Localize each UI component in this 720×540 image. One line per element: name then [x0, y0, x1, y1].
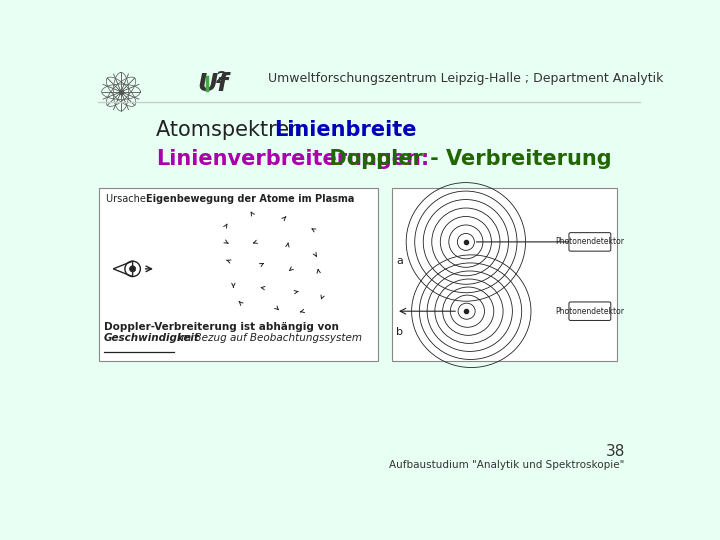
- Text: Umweltforschungszentrum Leipzig-Halle ; Department Analytik: Umweltforschungszentrum Leipzig-Halle ; …: [269, 72, 664, 85]
- Text: Linienverbreiterungen:: Linienverbreiterungen:: [156, 148, 429, 168]
- Text: Atomspektren :: Atomspektren :: [156, 120, 323, 140]
- Text: im Bezug auf Beobachtungssystem: im Bezug auf Beobachtungssystem: [175, 333, 362, 343]
- Text: 2: 2: [216, 71, 227, 86]
- Text: Doppler-Verbreiterung ist abhängig von: Doppler-Verbreiterung ist abhängig von: [104, 322, 339, 332]
- Circle shape: [130, 266, 136, 272]
- FancyBboxPatch shape: [569, 302, 611, 320]
- Text: Photonendetektor: Photonendetektor: [555, 307, 624, 316]
- Text: 38: 38: [606, 444, 625, 459]
- Bar: [392, 188, 617, 361]
- Text: b: b: [396, 327, 403, 336]
- Text: Doppler - Verbreiterung: Doppler - Verbreiterung: [315, 148, 611, 168]
- Text: Photonendetektor: Photonendetektor: [555, 238, 624, 246]
- Text: Ursache:: Ursache:: [106, 194, 155, 204]
- Text: Uf: Uf: [197, 72, 228, 96]
- Text: Eigenbewegung der Atome im Plasma: Eigenbewegung der Atome im Plasma: [145, 194, 354, 204]
- Text: Linienbreite: Linienbreite: [274, 120, 416, 140]
- FancyBboxPatch shape: [569, 233, 611, 251]
- Bar: [99, 188, 378, 361]
- Text: Aufbaustudium "Analytik und Spektroskopie": Aufbaustudium "Analytik und Spektroskopi…: [390, 460, 625, 470]
- Text: Geschwindigkeit: Geschwindigkeit: [104, 333, 200, 343]
- Text: a: a: [396, 256, 403, 266]
